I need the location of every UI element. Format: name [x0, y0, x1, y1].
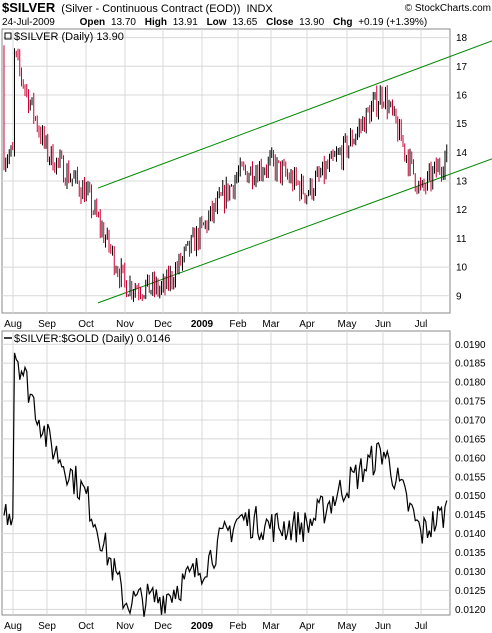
x-tick-label: Dec [154, 621, 172, 632]
x-tick-label: Nov [116, 319, 134, 330]
y-tick-label: 18 [456, 33, 468, 44]
y-tick-label: 0.0160 [455, 453, 486, 464]
chg-value: +0.19 (+1.39%) [358, 17, 427, 28]
price-x-axis: Aug Sep Oct Nov Dec 2009 Feb Mar Apr May Jun Jul [4, 319, 427, 330]
watermark: © StockCharts.com [405, 3, 491, 14]
open-value: 13.70 [111, 17, 136, 28]
y-tick-label: 13 [456, 177, 468, 188]
close-label: Close [266, 17, 294, 28]
y-tick-label: 0.0140 [455, 529, 486, 540]
y-tick-label: 0.0185 [455, 359, 486, 370]
x-tick-label: Jun [375, 319, 391, 330]
x-tick-label: Mar [262, 621, 280, 632]
y-tick-label: 0.0155 [455, 472, 486, 483]
x-tick-label: Feb [229, 319, 247, 330]
x-tick-label: Aug [4, 319, 22, 330]
low-label: Low [207, 17, 227, 28]
quote-date: 24-Jul-2009 [2, 17, 55, 28]
y-tick-label: 0.0150 [455, 491, 486, 502]
x-tick-label: Sep [38, 319, 56, 330]
x-tick-label: Mar [262, 319, 280, 330]
y-tick-label: 12 [456, 205, 468, 216]
x-tick-label: Jul [415, 621, 428, 632]
high-label: High [145, 17, 167, 28]
y-tick-label: 17 [456, 62, 468, 73]
x-tick-label: Sep [38, 621, 56, 632]
chg-label: Chg [333, 17, 352, 28]
x-tick-label: Feb [229, 621, 247, 632]
y-tick-label: 11 [456, 234, 467, 245]
x-tick-label: Jun [375, 621, 391, 632]
y-tick-label: 0.0135 [455, 548, 486, 559]
y-tick-label: 15 [456, 119, 468, 130]
ratio-x-axis: Aug Sep Oct Nov Dec 2009 Feb Mar Apr May Jun Jul [4, 621, 427, 632]
y-tick-label: 0.0175 [455, 397, 486, 408]
y-tick-label: 0.0125 [455, 586, 486, 597]
high-value: 13.91 [173, 17, 198, 28]
svg-text:24-Jul-2009 Open 13.70: 24-Jul-2009 Open 13.70 High 13.91 Low 13… [2, 17, 427, 28]
description: (Silver - Continuous Contract (EOD)) [61, 3, 240, 15]
y-tick-label: 16 [456, 90, 468, 101]
channel-line [97, 40, 492, 189]
x-tick-label: 2009 [191, 319, 214, 330]
price-legend-text: $SILVER (Daily) 13.90 [14, 31, 124, 43]
exchange: INDX [246, 3, 273, 15]
ratio-line [3, 352, 448, 617]
svg-text:$SILVER (Silver - Continuo: $SILVER (Silver - Continuous Contract (E… [2, 0, 273, 15]
ratio-legend-text: $SILVER:$GOLD (Daily) 0.0146 [14, 333, 170, 345]
close-value: 13.90 [299, 17, 324, 28]
open-label: Open [80, 17, 106, 28]
ratio-grid [2, 331, 450, 615]
x-tick-label: Apr [299, 319, 315, 330]
y-tick-label: 0.0145 [455, 510, 486, 521]
y-tick-label: 14 [456, 148, 468, 159]
price-y-axis: 9 10 11 12 13 14 15 16 17 18 [456, 33, 468, 302]
x-tick-label: May [338, 319, 357, 330]
x-tick-label: Nov [116, 621, 134, 632]
x-tick-label: Oct [78, 319, 94, 330]
price-grid [2, 29, 450, 313]
y-tick-label: 9 [456, 291, 462, 302]
x-tick-label: Oct [78, 621, 94, 632]
ratio-y-axis: 0.0120 0.0125 0.0130 0.0135 0.0140 0.0145 0.01… [455, 340, 486, 616]
x-tick-label: Apr [299, 621, 315, 632]
x-tick-label: Aug [4, 621, 22, 632]
ratio-panel-frame [1, 330, 451, 616]
symbol: $SILVER [2, 0, 56, 15]
ratio-legend: $SILVER:$GOLD (Daily) 0.0146 [4, 333, 170, 345]
low-value: 13.65 [232, 17, 257, 28]
y-tick-label: 0.0130 [455, 567, 486, 578]
price-panel-frame [1, 28, 451, 314]
silver-price-series [3, 45, 448, 302]
price-legend: $SILVER (Daily) 13.90 [4, 31, 124, 43]
legend-swatch-icon [4, 32, 12, 40]
x-tick-label: 2009 [191, 621, 214, 632]
x-tick-label: May [338, 621, 357, 632]
x-tick-label: Dec [154, 319, 172, 330]
x-tick-label: Jul [415, 319, 428, 330]
y-tick-label: 10 [456, 263, 468, 274]
silver-gold-ratio-series [3, 352, 448, 617]
y-tick-label: 0.0180 [455, 378, 486, 389]
y-tick-label: 0.0170 [455, 415, 486, 426]
y-tick-label: 0.0120 [455, 605, 486, 616]
y-tick-label: 0.0190 [455, 340, 486, 351]
y-tick-label: 0.0165 [455, 434, 486, 445]
